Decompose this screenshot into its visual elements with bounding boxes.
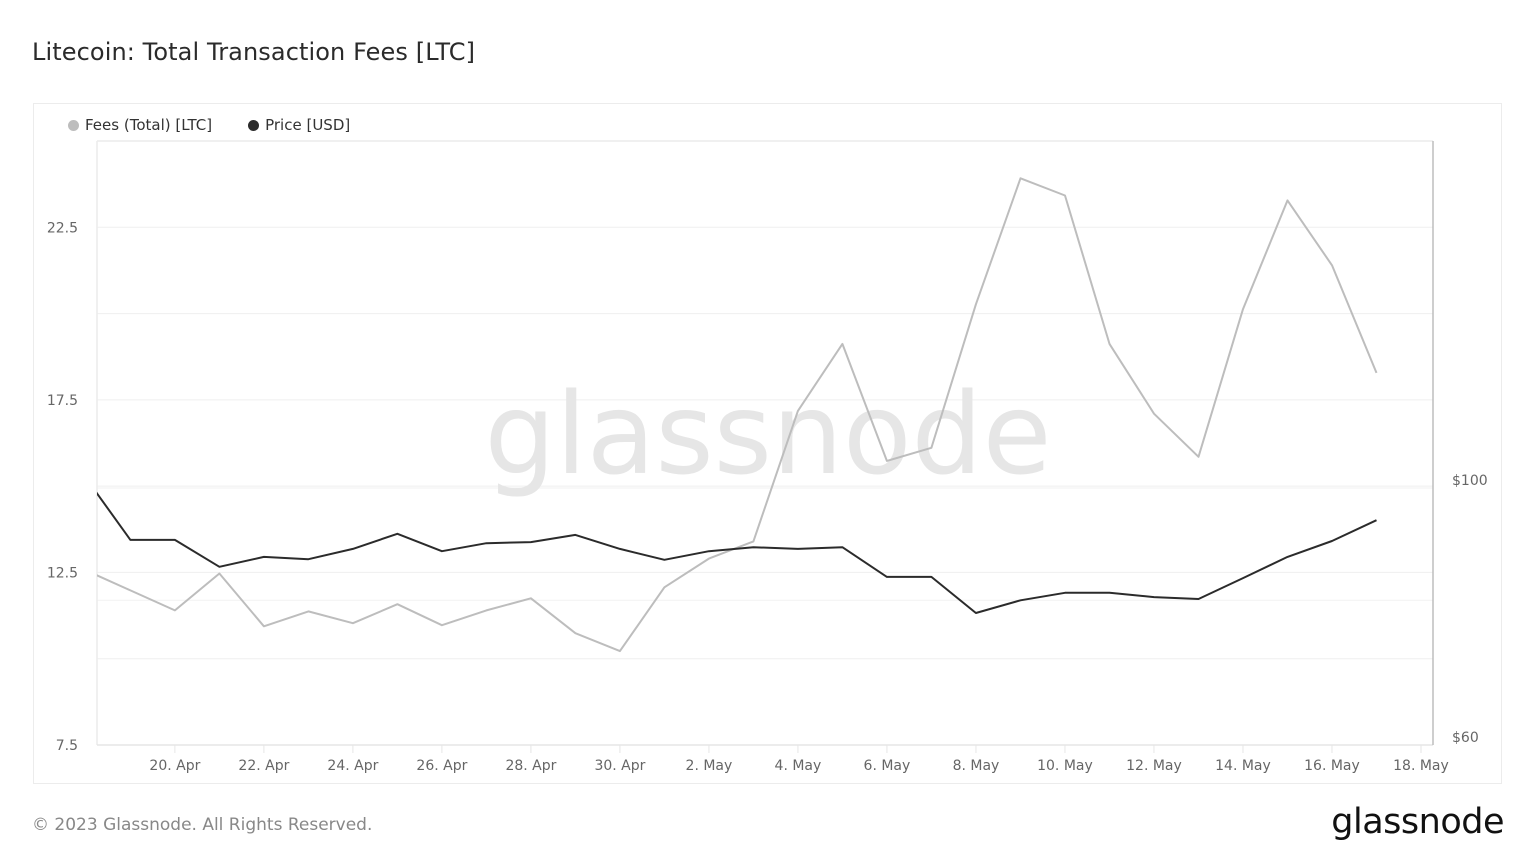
y-tick-label: 22.5 [47, 220, 78, 236]
y2-tick-label: $60 [1452, 730, 1479, 746]
page-title: Litecoin: Total Transaction Fees [LTC] [32, 38, 476, 66]
y2-tick-label: $100 [1452, 473, 1488, 489]
x-tick-label: 18. May [1393, 758, 1449, 774]
x-tick-label: 16. May [1304, 758, 1360, 774]
y-tick-label: 12.5 [47, 565, 78, 581]
x-tick-label: 24. Apr [327, 758, 378, 774]
x-tick-label: 6. May [864, 758, 911, 774]
y-tick-label: 7.5 [56, 738, 78, 754]
x-tick-label: 14. May [1215, 758, 1271, 774]
x-tick-label: 12. May [1126, 758, 1182, 774]
x-tick-label: 4. May [775, 758, 822, 774]
price-series-line[interactable] [86, 478, 1377, 614]
legend-label: Price [USD] [265, 116, 351, 134]
legend-dot-icon [248, 119, 260, 131]
x-tick-label: 20. Apr [149, 758, 200, 774]
chart-legend: Fees (Total) [LTC] Price [USD] [68, 116, 350, 134]
x-axis-ticks: 20. Apr 22. Apr 24. Apr 26. Apr 28. Apr 30. A… [149, 745, 1449, 774]
legend-dot-icon [68, 119, 79, 131]
legend-label: Fees (Total) [LTC] [85, 116, 213, 134]
watermark: glassnode [484, 370, 1051, 500]
x-tick-label: 2. May [686, 758, 733, 774]
x-tick-label: 8. May [953, 758, 1000, 774]
y-axis-right-ticks: $60 $100 [1452, 473, 1488, 746]
legend-item-fees[interactable]: Fees (Total) [LTC] [68, 116, 212, 134]
legend-item-price[interactable]: Price [USD] [248, 116, 350, 134]
y-axis-left-ticks: 7.5 12.5 17.5 22.5 [47, 220, 78, 754]
chart-frame [33, 103, 1502, 784]
x-tick-label: 30. Apr [594, 758, 645, 774]
x-tick-label: 22. Apr [238, 758, 289, 774]
glassnode-logo[interactable]: glassnode [1331, 802, 1504, 842]
y-tick-label: 17.5 [47, 393, 78, 409]
x-tick-label: 10. May [1037, 758, 1093, 774]
copyright-text: © 2023 Glassnode. All Rights Reserved. [32, 815, 373, 835]
x-tick-label: 26. Apr [416, 758, 467, 774]
x-tick-label: 28. Apr [505, 758, 556, 774]
